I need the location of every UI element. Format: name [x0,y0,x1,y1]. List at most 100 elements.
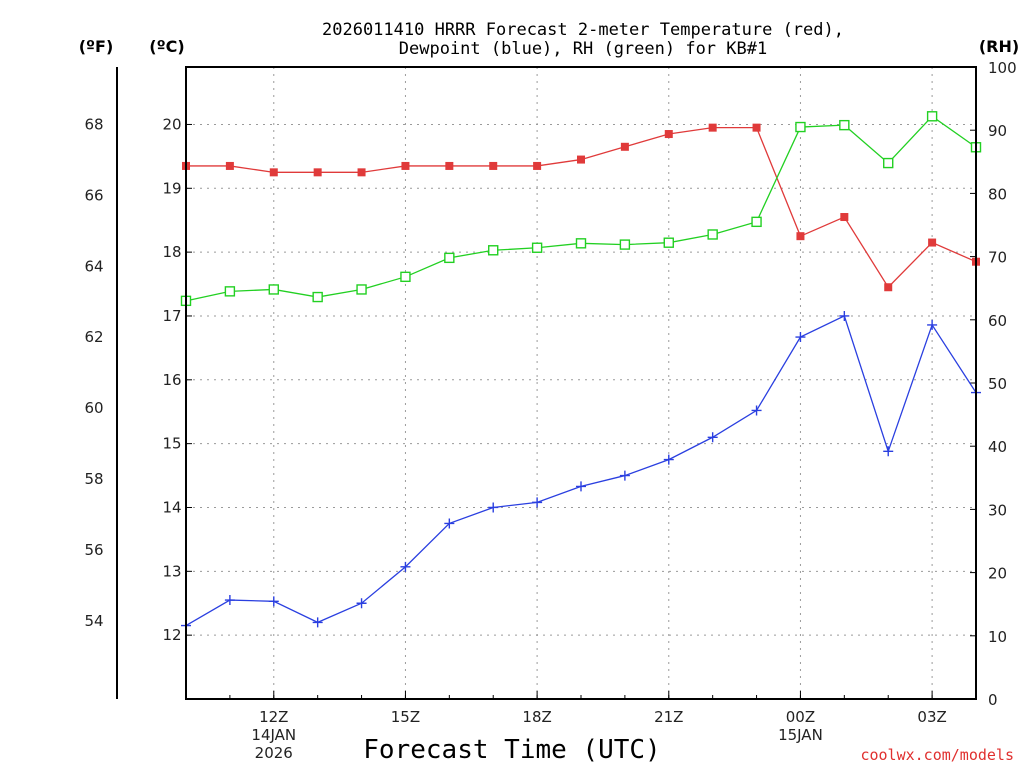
temperature-point [357,168,366,177]
rh-tick-label: 70 [988,249,1007,267]
rh-point [312,291,323,303]
dewpoint-point [839,310,850,321]
x-tick-label: 15Z [391,708,420,726]
rh-tick-label: 80 [988,185,1007,203]
dewpoint-point [751,405,762,416]
celsius-tick-label: 18 [162,243,181,261]
celsius-tick-label: 19 [162,179,181,197]
temperature-point [664,130,673,139]
rh-tick-label: 20 [988,565,1007,583]
rh-tick-label: 40 [988,438,1007,456]
rh-point [531,242,543,253]
temperature-point [840,213,849,222]
rh-point [707,229,718,240]
rh-point [400,271,411,283]
x-tick-label: 2026 [255,744,293,762]
celsius-tick-label: 20 [162,115,181,133]
temperature-point [225,161,234,170]
rh-point [619,239,631,250]
rh-point [488,245,499,256]
temperature-point [796,232,805,241]
fahrenheit-tick-label: 60 [84,399,103,417]
dewpoint-point [532,497,543,508]
celsius-tick-label: 15 [162,435,181,453]
plot-frame [185,66,977,700]
dewpoint-point [576,481,586,492]
temperature-point [620,142,629,151]
x-axis-title: Forecast Time (UTC) [363,735,660,765]
temperature-point [533,161,542,170]
rh-point [839,119,850,131]
data-series [180,111,982,631]
rh-tick-label: 60 [988,312,1007,330]
fahrenheit-tick-label: 64 [84,257,103,275]
x-tick-label: 18Z [522,708,551,726]
rh-point [444,252,455,264]
rh-tick-label: 50 [988,375,1007,393]
celsius-tick-label: 12 [162,626,181,644]
rh-point [751,216,762,228]
celsius-tick-label: 16 [162,371,181,389]
x-tick-label: 03Z [917,708,946,726]
dewpoint-point [224,595,235,606]
source-credit: coolwx.com/models [860,746,1014,764]
dewpoint-line [185,315,977,627]
rh-tick-label: 30 [988,501,1007,519]
temperature-point [884,283,893,292]
rh-point [926,111,938,122]
fahrenheit-tick-label: 56 [84,541,103,559]
chart-title-line-2: Dewpoint (blue), RH (green) for KB#1 [399,39,767,59]
temperature-point [313,168,322,177]
dewpoint-point [927,319,938,330]
temperature-point [489,161,498,170]
x-tick-label: 14JAN [251,726,296,744]
dewpoint-point [356,598,367,609]
rh-tick-label: 10 [988,628,1007,646]
dewpoint-point [268,596,279,607]
rh-tick-label: 0 [988,691,998,709]
fahrenheit-tick-label: 66 [84,186,103,204]
rh-point [883,157,894,169]
dewpoint-point [400,561,411,572]
dewpoint-point [795,332,806,343]
rh-tick-label: 100 [988,59,1017,77]
rh-point [356,284,367,295]
dewpoint-point [312,617,323,628]
rh-point [663,237,674,248]
rh-tick-label: 90 [988,122,1007,140]
temperature-point [577,155,585,164]
dewpoint-point [883,446,894,457]
dewpoint-point [619,470,630,481]
axis-ticks: 12 13 14 15 16 17 18 19 20 54 56 58 60 62 64 66 68 0 10 20 3… [84,59,1016,762]
celsius-tick-label: 14 [162,498,181,516]
rh-line [185,115,977,302]
x-tick-label: 15JAN [778,726,823,744]
fahrenheit-tick-label: 58 [84,470,103,488]
temperature-point [401,161,410,170]
x-tick-label: 12Z [259,708,288,726]
x-tick-label: 00Z [786,708,815,726]
temperature-point [445,161,454,170]
fahrenheit-unit-label: (ºF) [79,37,114,56]
temperature-point [269,168,278,177]
rh-unit-label: (RH) [979,37,1019,56]
rh-point [795,121,806,133]
celsius-tick-label: 13 [162,562,181,580]
celsius-tick-label: 17 [162,307,181,325]
fahrenheit-tick-label: 68 [84,115,103,133]
x-tick-label: 21Z [654,708,683,726]
temperature-point [752,123,761,132]
dewpoint-point [707,432,718,443]
fahrenheit-tick-label: 54 [84,612,103,630]
rh-point [575,238,587,249]
dewpoint-point [444,518,455,529]
celsius-unit-label: (ºC) [149,37,184,56]
chart-title-line-1: 2026011410 HRRR Forecast 2-meter Tempera… [322,20,844,40]
rh-point [268,284,279,295]
fahrenheit-tick-label: 62 [84,328,103,346]
temperature-point [708,123,717,132]
dewpoint-point [663,454,674,465]
rh-point [224,286,236,297]
dewpoint-point [488,502,499,513]
